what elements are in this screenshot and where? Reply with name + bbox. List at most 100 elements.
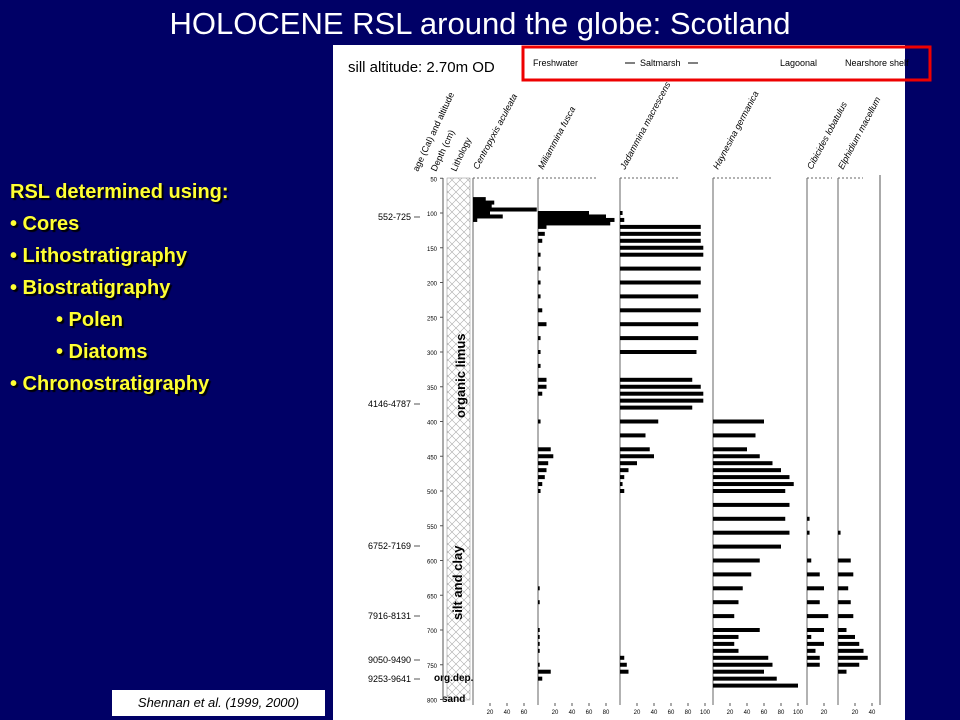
bar bbox=[713, 468, 781, 473]
bar bbox=[538, 676, 543, 681]
lithology-label: silt and clay bbox=[450, 545, 465, 620]
depth-tick-label: 700 bbox=[427, 629, 438, 635]
bar bbox=[838, 530, 841, 535]
x-tick-label: 20 bbox=[634, 710, 641, 716]
bar bbox=[807, 662, 820, 667]
bar bbox=[473, 207, 537, 212]
bar bbox=[807, 648, 816, 653]
bar bbox=[620, 211, 623, 215]
bullet-heading: RSL determined using: bbox=[10, 181, 229, 203]
depth-tick-label: 500 bbox=[427, 490, 438, 496]
bar bbox=[713, 558, 760, 563]
bar bbox=[538, 308, 543, 313]
x-tick-label: 40 bbox=[651, 710, 658, 716]
bar bbox=[713, 433, 756, 438]
bar bbox=[713, 482, 794, 487]
bar bbox=[713, 502, 790, 507]
x-tick-label: 40 bbox=[569, 710, 576, 716]
depth-tick-label: 450 bbox=[427, 455, 438, 461]
depth-tick-label: 150 bbox=[427, 247, 438, 253]
legend-item: Lagoonal bbox=[780, 58, 817, 68]
bar bbox=[620, 377, 693, 382]
bar bbox=[807, 655, 820, 660]
bar bbox=[713, 586, 743, 591]
bar bbox=[538, 391, 543, 396]
bar bbox=[838, 655, 868, 660]
x-tick-label: 20 bbox=[821, 710, 828, 716]
bar bbox=[538, 217, 615, 222]
bullet: • Biostratigraphy bbox=[10, 277, 171, 299]
bar bbox=[538, 669, 551, 674]
bar bbox=[807, 572, 820, 577]
depth-tick-label: 750 bbox=[427, 664, 438, 670]
bar bbox=[713, 683, 798, 688]
bar bbox=[807, 530, 810, 535]
bar bbox=[620, 433, 646, 438]
bar bbox=[838, 662, 860, 667]
bar bbox=[838, 628, 847, 632]
bar bbox=[807, 614, 829, 619]
depth-tick-label: 100 bbox=[427, 212, 438, 218]
bar bbox=[713, 447, 747, 452]
bar bbox=[538, 294, 541, 299]
legend-box bbox=[521, 45, 932, 82]
bar bbox=[807, 600, 820, 605]
depth-tick-label: 650 bbox=[427, 594, 438, 600]
bar bbox=[538, 322, 547, 327]
bar bbox=[538, 461, 549, 466]
subtitle: sill altitude: 2.70m OD bbox=[348, 59, 495, 76]
bar bbox=[620, 489, 625, 493]
bar bbox=[473, 217, 478, 222]
bar bbox=[538, 641, 540, 646]
lithology-column bbox=[446, 177, 471, 701]
age-label: 9050-9490 bbox=[368, 655, 411, 665]
bar bbox=[713, 669, 764, 674]
bar bbox=[713, 641, 735, 646]
bar bbox=[538, 280, 541, 285]
bar bbox=[620, 475, 625, 480]
bar bbox=[807, 641, 824, 646]
bar bbox=[620, 461, 637, 466]
bar bbox=[620, 245, 704, 250]
bar bbox=[807, 516, 810, 521]
depth-tick-label: 600 bbox=[427, 560, 438, 566]
bar bbox=[473, 211, 490, 215]
bar bbox=[807, 558, 812, 563]
bar bbox=[713, 614, 735, 619]
x-tick-label: 40 bbox=[744, 710, 751, 716]
bar bbox=[713, 662, 773, 667]
bar bbox=[713, 600, 739, 605]
bar bbox=[620, 266, 701, 271]
bar bbox=[713, 628, 760, 632]
legend-item: Nearshore shelf bbox=[845, 58, 909, 68]
bar bbox=[807, 634, 812, 639]
bar bbox=[620, 231, 701, 236]
bar bbox=[620, 350, 697, 354]
bar bbox=[620, 384, 701, 389]
depth-tick-label: 800 bbox=[427, 699, 438, 705]
lithology-label: org.dep. bbox=[434, 673, 474, 684]
x-tick-label: 20 bbox=[852, 710, 859, 716]
x-tick-label: 20 bbox=[487, 710, 494, 716]
bar bbox=[538, 336, 541, 341]
bar bbox=[713, 634, 739, 639]
bar bbox=[538, 363, 541, 368]
bar bbox=[713, 419, 764, 424]
bar bbox=[620, 322, 699, 327]
bar bbox=[838, 586, 849, 591]
bar bbox=[538, 221, 611, 226]
figure-bg bbox=[333, 45, 905, 720]
depth-tick-label: 400 bbox=[427, 421, 438, 427]
x-tick-label: 40 bbox=[869, 710, 876, 716]
bar bbox=[538, 482, 543, 487]
title: HOLOCENE RSL around the globe: Scotland bbox=[169, 6, 791, 41]
bar bbox=[713, 530, 790, 535]
bar bbox=[713, 544, 781, 549]
bullet: • Chronostratigraphy bbox=[10, 373, 210, 395]
bar bbox=[620, 669, 629, 674]
bar bbox=[838, 614, 854, 619]
bar bbox=[473, 197, 486, 202]
age-label: 552-725 bbox=[378, 212, 411, 222]
